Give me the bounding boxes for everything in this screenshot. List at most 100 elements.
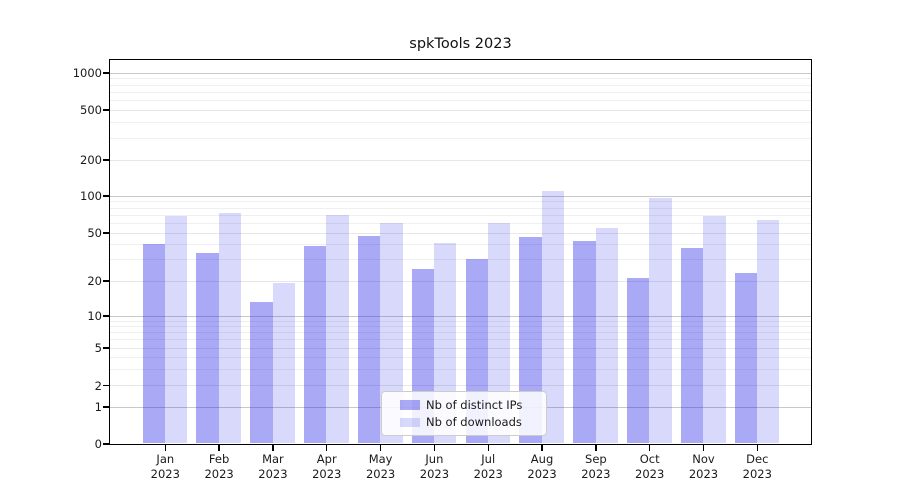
- bar-downloads-apr: [326, 214, 349, 444]
- y-gridline-100: [110, 195, 811, 197]
- bar-downloads-mar: [272, 283, 296, 444]
- month-label: Dec: [746, 452, 769, 466]
- x-tick-jan: [164, 445, 166, 451]
- bar-downloads-aug: [541, 190, 565, 444]
- y-tick-5: [103, 347, 110, 349]
- year-label: 2023: [635, 467, 665, 481]
- y-tick-2: [103, 384, 110, 387]
- legend-entry-distinct-ips: Nb of distinct IPs: [400, 398, 540, 412]
- x-tick-sep: [595, 445, 597, 451]
- y-minor-gridline-900: [110, 78, 811, 80]
- y-minor-gridline-8: [110, 326, 811, 327]
- x-tick-label-jan: Jan 2023: [125, 452, 205, 482]
- x-tick-label-apr: Apr 2023: [287, 452, 367, 482]
- y-minor-gridline-800: [110, 84, 811, 86]
- x-tick-mar: [272, 445, 274, 451]
- y-gridline-50: [110, 232, 811, 234]
- bar-distinct-ips-may: [357, 235, 381, 444]
- x-tick-feb: [218, 445, 220, 451]
- y-minor-gridline-600: [110, 99, 811, 101]
- y-gridline-20: [110, 280, 811, 282]
- y-minor-gridline-700: [110, 91, 811, 93]
- legend-entry-downloads: Nb of downloads: [400, 415, 540, 429]
- bar-downloads-sep: [595, 227, 618, 444]
- year-label: 2023: [527, 467, 557, 481]
- y-tick-0: [103, 443, 110, 445]
- year-label: 2023: [312, 467, 342, 481]
- y-tick-10: [103, 315, 110, 317]
- y-minor-gridline-300: [110, 137, 811, 139]
- bar-downloads-nov: [703, 216, 726, 444]
- month-label: Sep: [585, 452, 607, 466]
- y-minor-gridline-3: [110, 368, 811, 370]
- legend-label-downloads: Nb of downloads: [426, 415, 522, 430]
- bar-distinct-ips-mar: [250, 302, 273, 444]
- y-minor-gridline-9: [110, 320, 811, 322]
- year-label: 2023: [419, 467, 450, 481]
- x-tick-jul: [487, 445, 489, 451]
- bar-distinct-ips-dec: [734, 273, 757, 444]
- year-label: 2023: [365, 467, 396, 481]
- x-tick-label-may: May 2023: [341, 452, 421, 482]
- x-tick-aug: [541, 445, 543, 451]
- y-tick-label-1000: 1000: [72, 66, 102, 80]
- bar-distinct-ips-feb: [196, 252, 219, 444]
- bar-distinct-ips-sep: [573, 240, 596, 444]
- x-tick-label-aug: Aug 2023: [502, 452, 582, 482]
- x-tick-label-feb: Feb 2023: [179, 452, 259, 482]
- x-tick-label-jul: Jul 2023: [448, 452, 528, 482]
- y-tick-50: [103, 232, 110, 234]
- bar-distinct-ips-oct: [626, 278, 650, 444]
- bar-downloads-feb: [218, 213, 242, 444]
- y-tick-label-500: 500: [80, 103, 102, 117]
- y-tick-20: [103, 280, 110, 282]
- y-minor-gridline-30: [110, 259, 811, 261]
- y-tick-label-2: 2: [94, 378, 102, 393]
- year-label: 2023: [581, 467, 611, 481]
- y-tick-label-200: 200: [80, 153, 102, 167]
- bar-downloads-jul: [487, 222, 511, 444]
- y-gridline-2: [110, 385, 811, 387]
- y-minor-gridline-90: [110, 201, 811, 203]
- bar-downloads-dec: [757, 220, 780, 444]
- y-tick-100: [103, 195, 110, 197]
- x-tick-label-sep: Sep 2023: [556, 452, 636, 482]
- month-label: Nov: [692, 452, 715, 466]
- y-minor-gridline-6: [110, 339, 811, 341]
- month-label: Jun: [425, 452, 444, 466]
- month-label: Apr: [316, 452, 337, 466]
- plot-area: [109, 59, 812, 445]
- x-tick-oct: [649, 445, 651, 451]
- legend-label-distinct-ips: Nb of distinct IPs: [426, 397, 523, 412]
- bar-downloads-may: [380, 222, 403, 444]
- x-tick-dec: [756, 445, 758, 451]
- x-tick-label-dec: Dec 2023: [717, 452, 797, 482]
- year-label: 2023: [742, 467, 772, 481]
- bar-distinct-ips-jan: [142, 244, 165, 444]
- month-label: Feb: [208, 452, 230, 466]
- x-tick-label-mar: Mar 2023: [233, 452, 313, 482]
- y-tick-1: [103, 406, 110, 408]
- y-tick-label-20: 20: [87, 274, 102, 288]
- y-minor-gridline-400: [110, 121, 811, 123]
- y-tick-1000: [103, 72, 110, 74]
- month-label: Mar: [262, 452, 284, 466]
- y-gridline-10: [110, 315, 811, 317]
- month-label: Jul: [481, 452, 496, 466]
- x-tick-label-oct: Oct 2023: [610, 452, 690, 482]
- bar-downloads-oct: [649, 198, 672, 444]
- year-label: 2023: [688, 467, 719, 481]
- x-tick-label-jun: Jun 2023: [394, 452, 474, 482]
- y-gridline-1000: [110, 72, 811, 74]
- chart-title: spkTools 2023: [409, 36, 512, 52]
- year-label: 2023: [258, 467, 288, 481]
- year-label: 2023: [473, 467, 503, 481]
- bar-distinct-ips-apr: [304, 245, 327, 444]
- x-tick-label-nov: Nov 2023: [664, 452, 744, 482]
- y-minor-gridline-7: [110, 332, 811, 334]
- y-gridline-200: [110, 159, 811, 161]
- y-minor-gridline-70: [110, 214, 811, 216]
- year-label: 2023: [150, 467, 180, 481]
- month-label: Aug: [530, 452, 554, 466]
